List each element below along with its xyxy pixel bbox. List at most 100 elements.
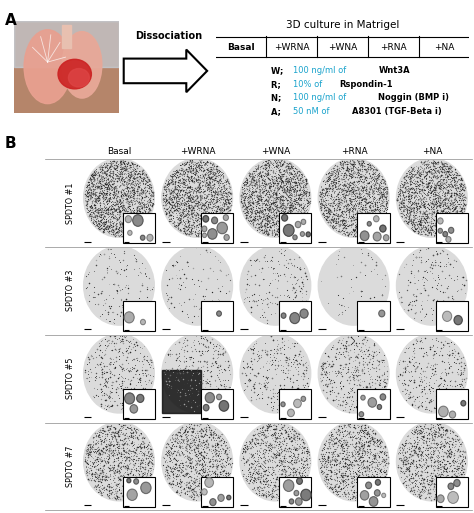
Ellipse shape [62, 32, 102, 98]
Circle shape [374, 216, 379, 222]
Text: 50 nM of: 50 nM of [293, 107, 332, 116]
Circle shape [212, 217, 218, 224]
Circle shape [295, 498, 302, 505]
Circle shape [83, 422, 155, 501]
Circle shape [83, 334, 155, 413]
Circle shape [454, 315, 462, 325]
Circle shape [443, 311, 452, 321]
Bar [123, 301, 155, 331]
Circle shape [380, 225, 386, 232]
Bar [14, 21, 118, 67]
Circle shape [162, 422, 233, 501]
Text: Basal: Basal [108, 147, 132, 156]
Circle shape [290, 312, 300, 324]
Circle shape [162, 159, 233, 238]
Text: N;: N; [272, 93, 285, 103]
Circle shape [383, 235, 389, 241]
Circle shape [454, 480, 460, 486]
Circle shape [297, 478, 302, 484]
Circle shape [217, 222, 228, 234]
Circle shape [360, 231, 369, 241]
Circle shape [83, 246, 155, 325]
Circle shape [162, 334, 233, 413]
Text: +WNA: +WNA [262, 147, 291, 156]
Circle shape [448, 491, 458, 503]
Circle shape [201, 489, 207, 495]
Circle shape [318, 246, 389, 325]
Text: +NA: +NA [422, 147, 443, 156]
Circle shape [125, 216, 131, 223]
Text: Dissociation: Dissociation [135, 31, 202, 42]
Circle shape [396, 422, 467, 501]
Text: Basal: Basal [227, 43, 255, 52]
Text: +RNA: +RNA [380, 43, 407, 52]
Circle shape [127, 479, 131, 483]
Circle shape [141, 482, 151, 494]
Circle shape [58, 60, 91, 89]
Circle shape [134, 479, 138, 484]
Circle shape [147, 234, 153, 241]
Text: +WRNA: +WRNA [274, 43, 310, 52]
Bar [279, 389, 311, 419]
Circle shape [217, 311, 221, 316]
Circle shape [240, 334, 311, 413]
Text: R;: R; [272, 80, 284, 89]
Circle shape [83, 159, 155, 238]
Circle shape [301, 220, 306, 224]
Circle shape [223, 215, 228, 221]
Circle shape [448, 227, 454, 233]
Circle shape [375, 480, 381, 485]
Text: Noggin (BMP i): Noggin (BMP i) [378, 93, 449, 103]
FancyBboxPatch shape [162, 369, 201, 413]
Circle shape [396, 159, 467, 238]
Circle shape [367, 222, 371, 226]
Circle shape [318, 422, 389, 501]
Circle shape [137, 394, 144, 402]
Circle shape [240, 422, 311, 501]
Bar [201, 301, 233, 331]
FancyArrow shape [124, 50, 207, 92]
Circle shape [373, 232, 381, 241]
Circle shape [281, 402, 285, 407]
Text: A8301 (TGF-Beta i): A8301 (TGF-Beta i) [352, 107, 442, 116]
Bar [201, 477, 233, 507]
Circle shape [359, 412, 364, 417]
Bar [123, 213, 155, 243]
Circle shape [127, 489, 137, 500]
Text: +WNA: +WNA [328, 43, 357, 52]
Circle shape [240, 246, 311, 325]
Circle shape [124, 312, 134, 323]
Circle shape [301, 232, 304, 236]
Circle shape [301, 397, 306, 401]
Bar [357, 213, 390, 243]
Circle shape [283, 224, 294, 236]
Text: SPDTO #7: SPDTO #7 [66, 446, 75, 487]
Circle shape [130, 405, 137, 413]
Bar [201, 213, 233, 243]
Circle shape [281, 313, 286, 318]
Circle shape [282, 214, 288, 221]
Text: +NA: +NA [434, 43, 454, 52]
Circle shape [294, 399, 301, 408]
Bar [357, 389, 390, 419]
Circle shape [318, 334, 389, 413]
Circle shape [377, 405, 382, 409]
Text: SPDTO #5: SPDTO #5 [66, 358, 75, 400]
Circle shape [289, 499, 294, 504]
Bar [436, 477, 468, 507]
Bar [279, 477, 311, 507]
Circle shape [306, 232, 310, 236]
Circle shape [240, 159, 311, 238]
Circle shape [301, 489, 311, 501]
Circle shape [202, 226, 207, 232]
Circle shape [283, 480, 294, 491]
Circle shape [295, 222, 301, 228]
Circle shape [360, 491, 369, 500]
Circle shape [140, 235, 145, 240]
Text: 100 ng/ml of: 100 ng/ml of [293, 93, 349, 103]
Bar [357, 477, 390, 507]
Circle shape [203, 215, 209, 222]
Circle shape [461, 401, 466, 406]
Circle shape [446, 236, 451, 242]
Circle shape [288, 409, 294, 417]
